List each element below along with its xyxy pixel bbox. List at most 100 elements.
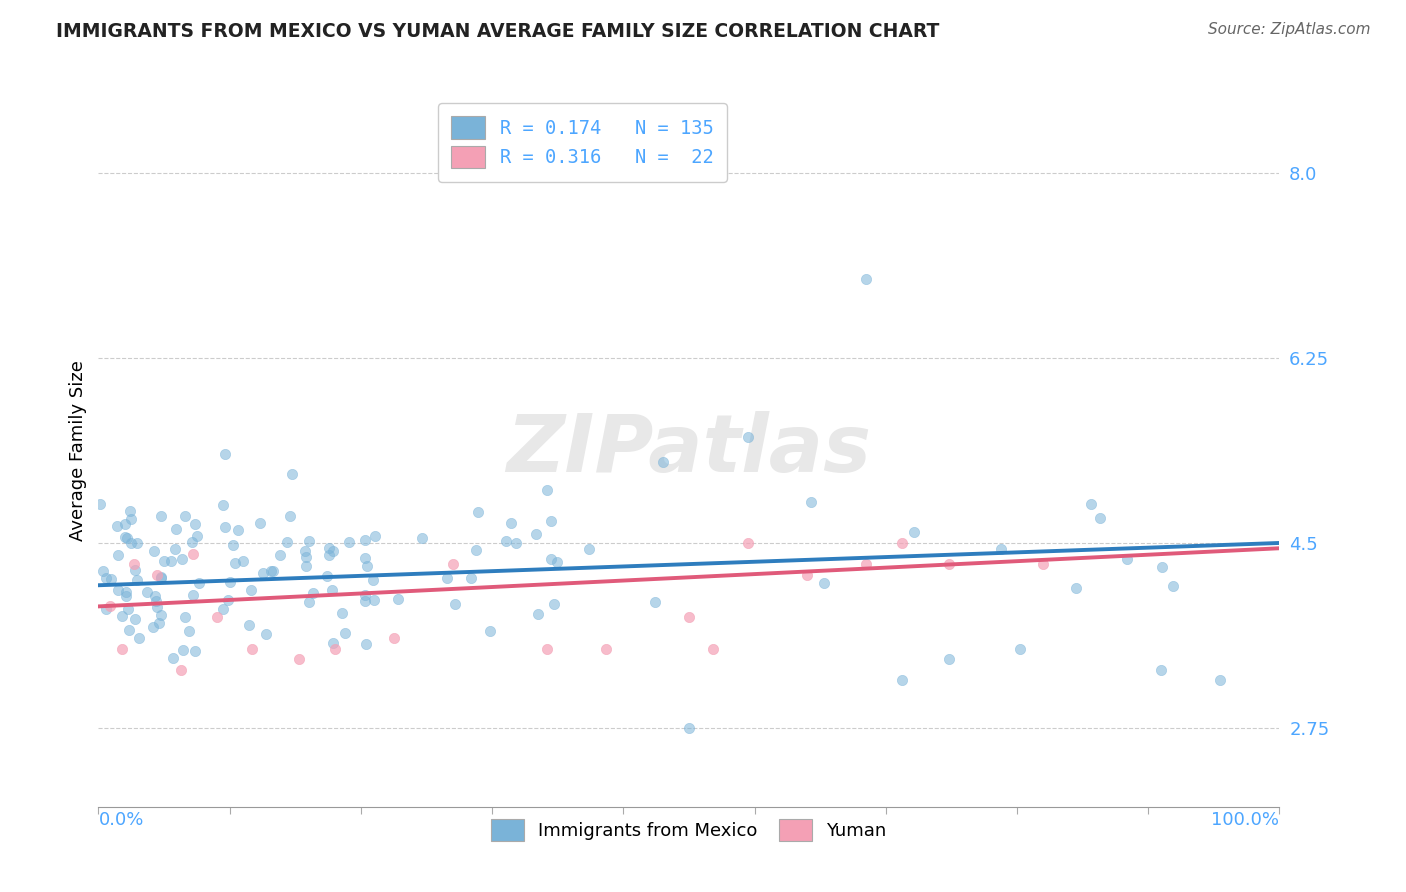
Point (184, 517, 207, 532)
Point (436, 571, 458, 585)
Point (173, 508, 195, 523)
Point (335, 626, 357, 640)
Point (150, 570, 173, 584)
Point (219, 575, 242, 590)
Point (505, 536, 527, 550)
Point (149, 509, 172, 524)
Point (651, 455, 673, 469)
Point (252, 566, 274, 580)
Point (1008, 641, 1031, 656)
Point (122, 557, 145, 571)
Point (145, 594, 167, 608)
Point (170, 663, 193, 677)
Point (524, 526, 547, 541)
Point (495, 534, 517, 549)
Point (173, 609, 195, 624)
Point (211, 602, 233, 616)
Text: Source: ZipAtlas.com: Source: ZipAtlas.com (1208, 22, 1371, 37)
Point (172, 643, 194, 657)
Point (323, 641, 346, 656)
Point (165, 522, 187, 536)
Point (382, 631, 405, 645)
Point (226, 523, 249, 537)
Point (354, 533, 377, 547)
Point (890, 536, 912, 550)
Point (232, 554, 254, 568)
Point (298, 595, 321, 609)
Point (332, 607, 354, 621)
Point (240, 641, 263, 656)
Point (114, 590, 136, 604)
Point (356, 637, 378, 651)
Point (411, 532, 433, 546)
Point (540, 551, 562, 566)
Point (1209, 673, 1232, 688)
Point (222, 538, 245, 552)
Point (737, 430, 759, 444)
Point (143, 544, 166, 558)
Point (318, 541, 340, 556)
Point (467, 505, 489, 519)
Point (214, 447, 236, 461)
Point (125, 573, 148, 587)
Point (181, 534, 204, 549)
Point (536, 641, 558, 656)
Point (118, 504, 141, 518)
Point (813, 576, 835, 591)
Point (363, 593, 385, 607)
Point (111, 609, 134, 624)
Point (212, 498, 235, 512)
Point (1032, 557, 1054, 571)
Point (136, 585, 159, 599)
Point (337, 534, 360, 549)
Point (644, 594, 666, 608)
Point (183, 589, 205, 603)
Point (259, 564, 281, 578)
Point (465, 542, 488, 557)
Point (321, 583, 343, 598)
Point (294, 544, 316, 558)
Point (217, 593, 239, 607)
Point (115, 532, 138, 546)
Point (990, 541, 1012, 556)
Point (527, 607, 550, 622)
Point (254, 626, 277, 640)
Point (540, 515, 562, 529)
Point (114, 517, 136, 532)
Text: ZIPatlas: ZIPatlas (506, 411, 872, 490)
Point (153, 554, 176, 568)
Point (1064, 581, 1087, 595)
Point (269, 548, 291, 562)
Point (177, 624, 200, 639)
Point (361, 573, 384, 587)
Point (353, 594, 375, 608)
Point (184, 644, 207, 658)
Point (276, 535, 298, 549)
Point (903, 525, 925, 540)
Point (356, 558, 378, 573)
Point (143, 589, 166, 603)
Text: IMMIGRANTS FROM MEXICO VS YUMAN AVERAGE FAMILY SIZE CORRELATION CHART: IMMIGRANTS FROM MEXICO VS YUMAN AVERAGE … (56, 22, 939, 41)
Point (295, 550, 318, 565)
Point (302, 586, 325, 600)
Point (595, 641, 617, 656)
Point (120, 535, 142, 549)
Point (170, 551, 193, 566)
Point (124, 563, 146, 577)
Point (262, 564, 284, 578)
Point (94, 601, 117, 615)
Point (160, 554, 183, 568)
Point (128, 631, 150, 645)
Point (117, 624, 139, 638)
Point (148, 616, 170, 631)
Point (737, 536, 759, 550)
Point (163, 541, 186, 556)
Point (499, 516, 522, 530)
Point (354, 588, 377, 602)
Point (100, 572, 122, 586)
Point (238, 618, 260, 632)
Point (1090, 511, 1112, 525)
Legend: Immigrants from Mexico, Yuman: Immigrants from Mexico, Yuman (481, 808, 897, 852)
Point (295, 558, 318, 573)
Point (363, 529, 385, 543)
